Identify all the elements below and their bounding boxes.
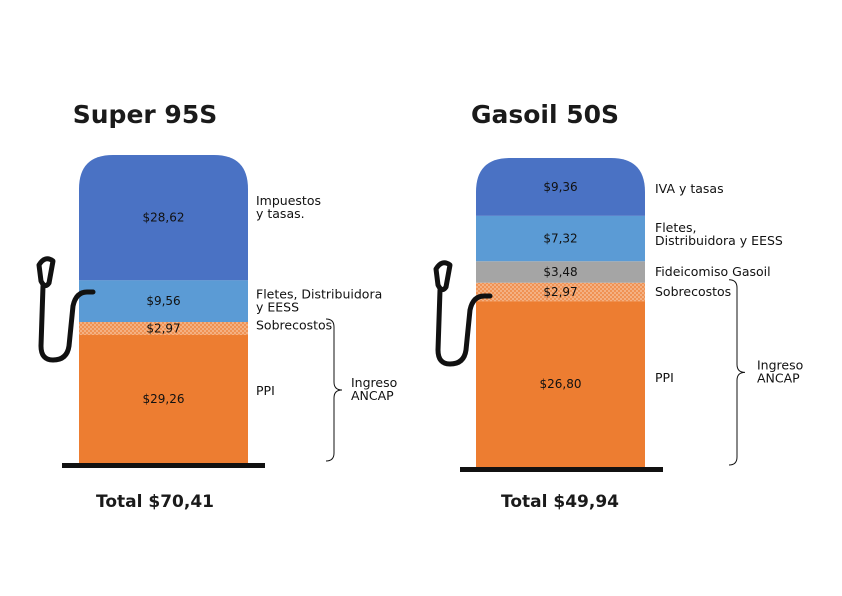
group-label: ANCAP: [757, 370, 800, 385]
total-label: Total $49,94: [501, 492, 619, 512]
pump-base: [460, 467, 663, 472]
total-label: Total $70,41: [96, 492, 214, 512]
data-label: $29,26: [143, 392, 185, 406]
segment-label: Sobrecostos: [256, 318, 332, 333]
segment-label: Impuestos: [256, 193, 321, 208]
nozzle-hose: [435, 287, 493, 367]
data-label: $7,32: [543, 232, 577, 246]
bar-segment: [476, 282, 645, 302]
segment-label: Distribuidora y EESS: [655, 233, 783, 248]
bar-segment: [79, 155, 248, 281]
group-label: Ingreso: [757, 357, 803, 372]
nozzle-handle: [433, 260, 453, 293]
data-label: $3,48: [543, 265, 577, 279]
bar-segment: [476, 158, 645, 216]
ingreso-ancap-brace: [325, 318, 343, 462]
data-label: $2,97: [146, 322, 180, 336]
segment-label: PPI: [256, 383, 275, 398]
bar-segment: [79, 335, 248, 463]
segment-label: Sobrecostos: [655, 284, 731, 299]
nozzle-hose: [38, 283, 96, 363]
bar-segment: [79, 322, 248, 336]
segment-label: Fletes,: [655, 220, 696, 235]
data-label: $9,56: [146, 294, 180, 308]
group-label: Ingreso: [351, 375, 397, 390]
data-label: $26,80: [540, 377, 582, 391]
chart-title: Gasoil 50S: [471, 100, 619, 129]
segment-label: y tasas.: [256, 206, 305, 221]
bar-segment: [79, 280, 248, 323]
segment-label: Fletes, Distribuidora: [256, 287, 382, 302]
group-label: ANCAP: [351, 388, 394, 403]
pump-base: [62, 463, 265, 468]
segment-label: y EESS: [256, 300, 299, 315]
fuel-nozzle-icon: [433, 260, 493, 367]
bar-segment: [476, 215, 645, 262]
data-label: $9,36: [543, 180, 577, 194]
chart-title: Super 95S: [73, 100, 217, 129]
data-label: $28,62: [143, 211, 185, 225]
fuel-nozzle-icon: [36, 256, 96, 363]
ingreso-ancap-brace: [728, 279, 746, 466]
segment-label: Fideicomiso Gasoil: [655, 264, 771, 279]
segment-label: IVA y tasas: [655, 181, 724, 196]
segment-label: PPI: [655, 370, 674, 385]
bar-segment: [476, 261, 645, 283]
bar-segment: [476, 301, 645, 467]
data-label: $2,97: [543, 285, 577, 299]
nozzle-handle: [36, 256, 56, 289]
